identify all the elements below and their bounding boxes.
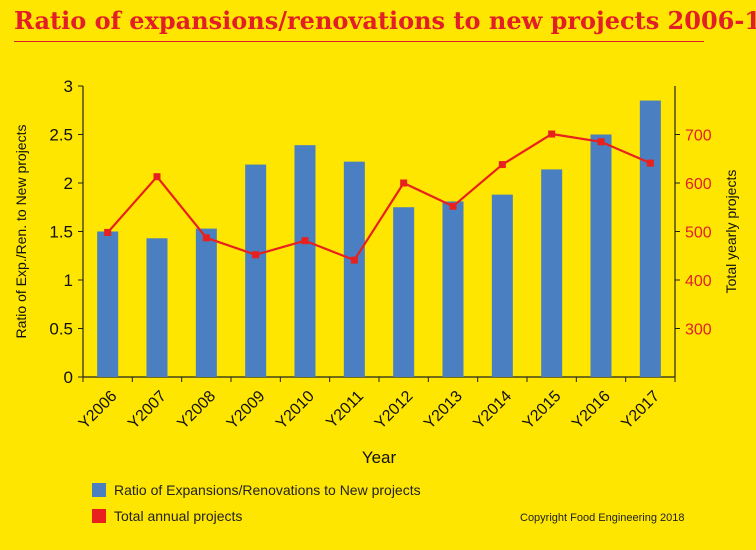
bar <box>442 201 464 377</box>
bar <box>343 161 365 377</box>
y-tick-label: 3 <box>64 77 73 96</box>
bar <box>245 164 267 377</box>
bar <box>97 231 119 377</box>
line-marker <box>350 256 358 264</box>
legend-item-ratio: Ratio of Expansions/Renovations to New p… <box>92 482 421 498</box>
y2-tick-label: 300 <box>685 322 712 339</box>
line-marker <box>498 161 506 169</box>
x-tick-label: Y2007 <box>125 388 170 433</box>
y-tick-label: 2.5 <box>49 126 73 145</box>
x-tick-label: Y2010 <box>273 388 318 433</box>
line-marker <box>646 159 654 167</box>
y-tick-label: 0 <box>64 368 73 387</box>
y-tick-label: 1 <box>64 271 73 290</box>
y-tick-label: 2 <box>64 174 73 193</box>
line-marker <box>301 237 309 245</box>
y2-tick-label: 400 <box>685 273 712 290</box>
bar <box>541 169 563 377</box>
line-marker <box>153 173 161 181</box>
bar <box>146 238 168 377</box>
bar <box>294 145 316 377</box>
line-marker <box>104 228 112 236</box>
x-axis-title: Year <box>362 448 397 467</box>
y-axis-title: Ratio of Exp./Ren. to New projects <box>13 125 29 339</box>
legend-label-total: Total annual projects <box>114 508 243 524</box>
x-tick-label: Y2013 <box>421 388 466 433</box>
x-tick-label: Y2014 <box>470 388 515 433</box>
bar <box>491 194 513 377</box>
y-tick-label: 1.5 <box>49 223 73 242</box>
x-tick-label: Y2009 <box>224 388 269 433</box>
x-tick-label: Y2016 <box>569 388 614 433</box>
y-tick-label: 0.5 <box>49 320 73 339</box>
y2-tick-label: 600 <box>685 176 712 193</box>
copyright-text: Copyright Food Engineering 2018 <box>520 512 685 524</box>
bar <box>195 228 217 377</box>
total-projects-line <box>106 132 651 262</box>
line-marker <box>252 251 260 259</box>
y2-tick-label: 700 <box>685 128 712 145</box>
legend-item-total: Total annual projects <box>92 508 242 524</box>
chart-title: Ratio of expansions/renovations to new p… <box>14 6 756 35</box>
line-marker <box>449 202 457 210</box>
bar <box>590 134 612 377</box>
legend-label-ratio: Ratio of Expansions/Renovations to New p… <box>114 482 421 498</box>
x-tick-label: Y2012 <box>372 388 417 433</box>
bar <box>393 207 415 377</box>
x-tick-label: Y2015 <box>520 388 565 433</box>
x-tick-label: Y2017 <box>618 388 663 433</box>
x-tick-label: Y2006 <box>76 388 121 433</box>
y2-tick-label: 500 <box>685 225 712 242</box>
line-marker <box>597 138 605 146</box>
title-divider <box>14 41 704 42</box>
legend-swatch-line <box>92 509 106 523</box>
x-tick-label: Y2008 <box>174 388 219 433</box>
line-marker <box>548 130 556 138</box>
bar <box>639 100 661 378</box>
x-tick-label: Y2011 <box>323 388 367 432</box>
legend-swatch-bar <box>92 483 106 497</box>
line-marker <box>400 179 408 187</box>
line-marker <box>202 234 210 242</box>
y2-axis-title: Total yearly projects <box>723 170 739 294</box>
